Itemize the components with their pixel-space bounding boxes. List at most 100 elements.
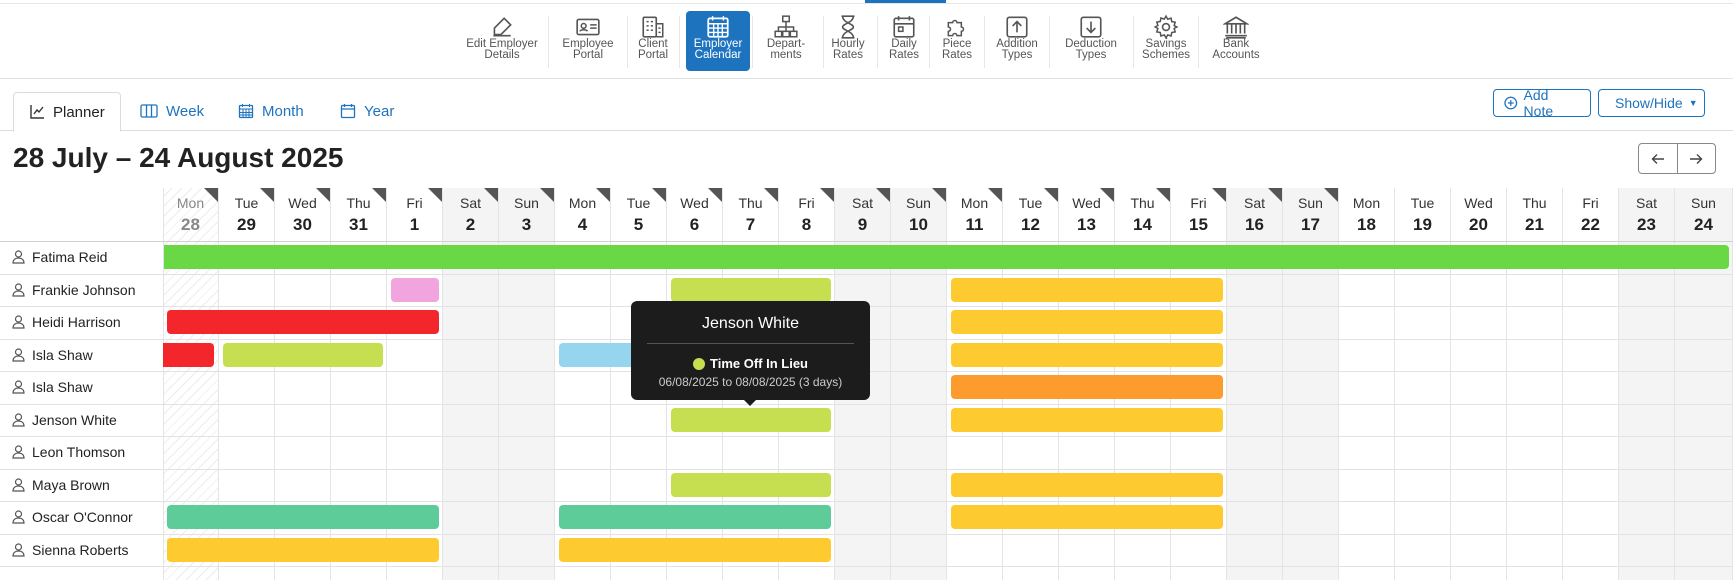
toolbar-deduction-types-button[interactable]: Deduction Types: [1051, 11, 1131, 71]
toolbar-piece-rates-button[interactable]: Piece Rates: [932, 11, 982, 71]
absence-bar[interactable]: [163, 342, 214, 367]
note-flag-icon[interactable]: [428, 188, 442, 202]
day-column[interactable]: Tue 19: [1395, 188, 1451, 580]
row-divider: [0, 468, 1733, 470]
toolbar-hourly-rates-button[interactable]: Hourly Rates: [826, 11, 870, 71]
note-flag-icon[interactable]: [484, 188, 498, 202]
absence-bar[interactable]: [559, 537, 831, 562]
employee-row-label[interactable]: Isla Shaw: [12, 371, 93, 403]
employee-row-label[interactable]: Isla Shaw: [12, 339, 93, 371]
absence-bar[interactable]: [164, 245, 1729, 269]
note-flag-icon[interactable]: [316, 188, 330, 202]
toolbar-addition-types-button[interactable]: Addition Types: [987, 11, 1047, 71]
absence-bar[interactable]: [671, 472, 831, 497]
show-hide-button[interactable]: Show/Hide ▼: [1598, 89, 1705, 117]
absence-bar[interactable]: [951, 342, 1223, 367]
day-column[interactable]: Thu 31: [331, 188, 387, 580]
note-flag-icon[interactable]: [204, 188, 218, 202]
note-flag-icon[interactable]: [372, 188, 386, 202]
day-date: 13: [1077, 215, 1096, 234]
note-flag-icon[interactable]: [1268, 188, 1282, 202]
employee-row-label[interactable]: Jenson White: [12, 404, 117, 436]
absence-bar[interactable]: [671, 277, 831, 302]
note-flag-icon[interactable]: [1044, 188, 1058, 202]
day-name: Mon: [1352, 195, 1381, 211]
note-flag-icon[interactable]: [876, 188, 890, 202]
day-column[interactable]: Thu 21: [1507, 188, 1563, 580]
toolbar-label-line2: Details: [484, 49, 520, 61]
employee-row-label[interactable]: Heidi Harrison: [12, 306, 121, 338]
row-divider: [0, 436, 1733, 437]
toolbar-depart-ments-button[interactable]: Depart-ments: [759, 11, 813, 71]
absence-bar[interactable]: [951, 472, 1223, 497]
org-chart-icon: [759, 11, 813, 39]
tab-planner[interactable]: Planner: [13, 92, 121, 132]
absence-bar[interactable]: [951, 310, 1223, 334]
note-flag-icon[interactable]: [1212, 188, 1226, 202]
employee-row-label[interactable]: Frankie Johnson: [12, 274, 136, 306]
next-button[interactable]: [1676, 144, 1716, 173]
note-flag-icon[interactable]: [932, 188, 946, 202]
note-flag-icon[interactable]: [1324, 188, 1338, 202]
toolbar-client-portal-button[interactable]: Client Portal: [631, 11, 675, 71]
day-date: 10: [909, 215, 928, 234]
user-icon: [12, 510, 25, 524]
day-date: 29: [237, 215, 256, 234]
toolbar-savings-schemes-button[interactable]: Savings Schemes: [1135, 11, 1197, 71]
day-column[interactable]: Mon 18: [1339, 188, 1395, 580]
absence-bar[interactable]: [167, 310, 439, 334]
employee-row-label[interactable]: Fatima Reid: [12, 241, 107, 273]
absence-bar[interactable]: [951, 505, 1223, 529]
note-flag-icon[interactable]: [820, 188, 834, 202]
absence-bar[interactable]: [391, 277, 439, 302]
absence-bar[interactable]: [559, 505, 831, 529]
note-flag-icon[interactable]: [596, 188, 610, 202]
note-flag-icon[interactable]: [764, 188, 778, 202]
note-flag-icon[interactable]: [652, 188, 666, 202]
day-name: Wed: [1464, 195, 1493, 211]
employee-name: Jenson White: [32, 411, 117, 428]
toolbar-daily-rates-button[interactable]: Daily Rates: [881, 11, 927, 71]
employee-row-label[interactable]: Sienna Roberts: [12, 534, 129, 566]
day-column[interactable]: Fri 1: [387, 188, 443, 580]
add-note-button[interactable]: Add Note: [1493, 87, 1591, 119]
absence-bar[interactable]: [167, 505, 439, 529]
note-flag-icon[interactable]: [1156, 188, 1170, 202]
day-date: 28: [181, 215, 200, 234]
day-column[interactable]: Tue 29: [219, 188, 275, 580]
tab-month[interactable]: Month: [238, 92, 304, 130]
note-flag-icon[interactable]: [988, 188, 1002, 202]
absence-bar[interactable]: [223, 342, 383, 367]
toolbar-edit-employer-details-button[interactable]: Edit Employer Details: [458, 11, 546, 71]
day-column[interactable]: Fri 22: [1563, 188, 1619, 580]
absence-bar[interactable]: [951, 375, 1223, 399]
day-name: Sat: [1635, 195, 1657, 211]
day-column[interactable]: Wed 20: [1451, 188, 1507, 580]
absence-bar[interactable]: [951, 277, 1223, 302]
note-flag-icon[interactable]: [1100, 188, 1114, 202]
day-column[interactable]: Fri 15: [1171, 188, 1227, 580]
day-date: 4: [577, 215, 588, 234]
employee-row-label[interactable]: Oscar O'Connor: [12, 501, 133, 533]
user-icon: [12, 412, 25, 427]
toolbar-employer-calendar-button[interactable]: Employer Calendar: [686, 11, 750, 71]
toolbar-bank-accounts-button[interactable]: Bank Accounts: [1206, 11, 1266, 71]
tab-week[interactable]: Week: [140, 92, 204, 130]
note-flag-icon[interactable]: [540, 188, 554, 202]
day-date: 2: [465, 215, 476, 234]
day-column[interactable]: Mon 4: [555, 188, 611, 580]
note-flag-icon[interactable]: [708, 188, 722, 202]
employee-row-label[interactable]: Maya Brown: [12, 469, 110, 501]
note-flag-icon[interactable]: [260, 188, 274, 202]
tab-year[interactable]: Year: [340, 92, 394, 130]
user-icon: [12, 282, 25, 297]
absence-bar[interactable]: [671, 407, 831, 432]
day-column[interactable]: Wed 30: [275, 188, 331, 580]
employee-row-label[interactable]: Leon Thomson: [12, 436, 125, 468]
caret-down-icon: ▼: [1688, 98, 1698, 108]
prev-button[interactable]: [1639, 144, 1677, 173]
toolbar-employee-portal-button[interactable]: Employee Portal: [552, 11, 624, 71]
absence-bar[interactable]: [951, 407, 1223, 432]
day-name: Sat: [851, 195, 873, 211]
absence-bar[interactable]: [167, 537, 439, 562]
